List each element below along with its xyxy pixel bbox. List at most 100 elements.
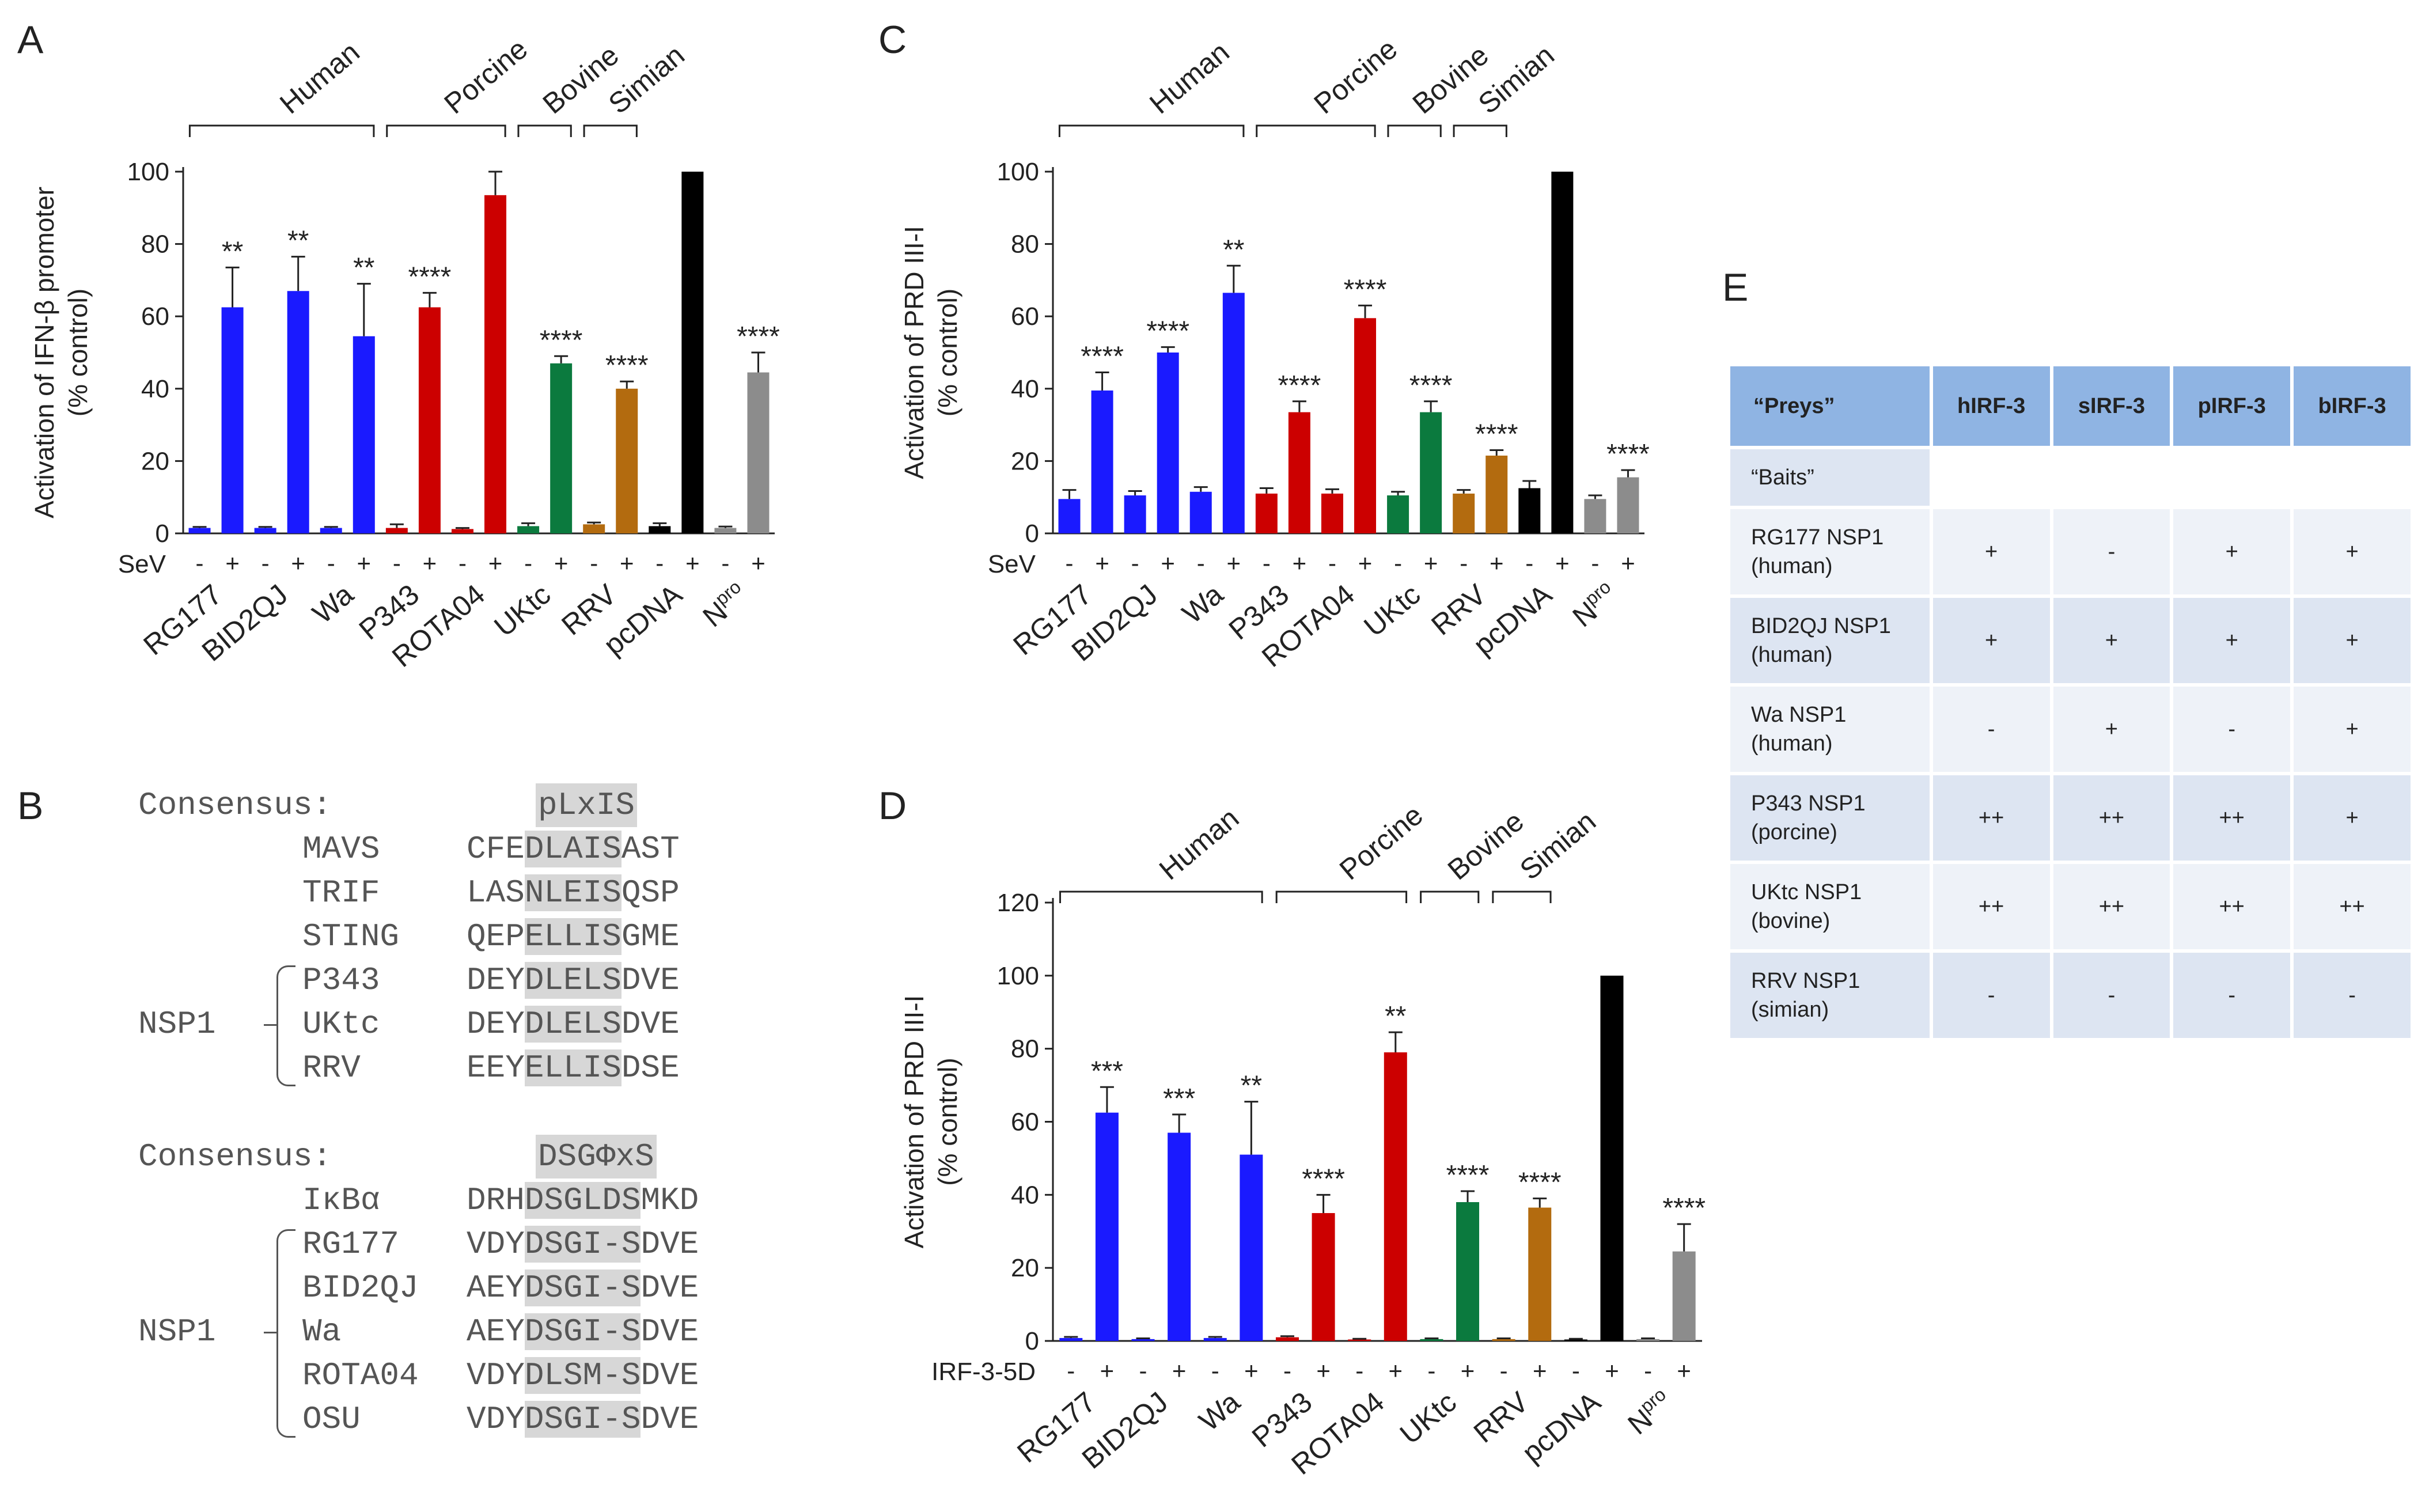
- treatment-label: IRF-3-5D: [931, 1358, 1036, 1386]
- sequence-motif: NLEIS: [524, 874, 621, 911]
- bar: [1222, 293, 1245, 533]
- panel-letter-e: E: [1722, 266, 1749, 309]
- treatment-label: SeV: [988, 550, 1036, 578]
- consensus-motif: pLxIS: [536, 783, 638, 827]
- significance-label: ***: [1091, 1056, 1123, 1086]
- bait-host: (human): [1751, 554, 1833, 578]
- treatment-sign: +: [620, 550, 634, 577]
- interaction-cell: +: [2173, 509, 2291, 594]
- bar: [1485, 455, 1508, 533]
- sequence-flank: LAS: [467, 874, 525, 911]
- category-label: Wa: [306, 578, 359, 630]
- bar: [550, 363, 573, 533]
- sequence-name: BID2QJ: [302, 1270, 419, 1306]
- bar: [714, 528, 737, 533]
- sequence-motif: DSGLDS: [524, 1182, 641, 1219]
- treatment-sign: +: [1100, 1357, 1115, 1384]
- sequence-flank: DVE: [641, 1226, 699, 1263]
- treatment-sign: +: [685, 550, 700, 577]
- group-label: Simian: [602, 39, 691, 120]
- interaction-cell: +: [1932, 509, 2050, 594]
- treatment-sign: +: [1172, 1357, 1187, 1384]
- table-row: BID2QJ NSP1 (human) + + + +: [1730, 598, 2411, 683]
- y-tick-label: 100: [997, 158, 1039, 186]
- bar: [1255, 493, 1278, 533]
- significance-label: ****: [1344, 274, 1387, 305]
- alignment-row: RRV EEYELLISDSE: [138, 1046, 801, 1090]
- sequence-text: CFEDLAISAST: [467, 827, 680, 871]
- treatment-sign: -: [1283, 1357, 1291, 1384]
- sequence-text: AEYDSGI-SDVE: [467, 1310, 699, 1354]
- bar: [1288, 412, 1310, 533]
- sequence-text: LASNLEISQSP: [467, 871, 680, 915]
- bar: [1157, 353, 1179, 533]
- bar: [1672, 1251, 1696, 1341]
- treatment-sign: -: [1427, 1357, 1435, 1384]
- significance-label: ****: [1475, 419, 1518, 450]
- sequence-motif: DSGI-S: [524, 1226, 641, 1263]
- sequence-text: EEYELLISDSE: [467, 1046, 680, 1090]
- treatment-sign: -: [1211, 1357, 1219, 1384]
- interaction-cell: +: [2294, 509, 2411, 594]
- bar: [1600, 975, 1624, 1341]
- bar: [221, 307, 244, 533]
- y-axis-label-line: (% control): [933, 1058, 962, 1185]
- consensus-motif: DSGΦxS: [536, 1135, 657, 1178]
- group-bracket: [188, 124, 375, 137]
- interaction-cell: +: [2294, 687, 2411, 772]
- bar: [649, 526, 671, 533]
- table-row: RRV NSP1 (simian) - - - -: [1730, 953, 2411, 1038]
- group-label: Porcine: [1308, 33, 1404, 120]
- significance-label: ****: [1662, 1193, 1706, 1223]
- sequence-motif: DSGI-S: [524, 1313, 641, 1350]
- sequence-name: P343: [302, 962, 380, 999]
- sequence-flank: DVE: [641, 1401, 699, 1438]
- sequence-flank: DRH: [467, 1182, 525, 1219]
- sequence-flank: DSE: [621, 1049, 680, 1086]
- sequence-flank: DVE: [621, 962, 680, 999]
- sequence-name: TRIF: [302, 874, 380, 911]
- interaction-cell: +: [2294, 598, 2411, 683]
- bait-name: BID2QJ NSP1: [1751, 614, 1891, 638]
- treatment-sign: -: [1131, 550, 1139, 577]
- treatment-sign: -: [1591, 550, 1599, 577]
- consensus-title: Consensus:: [138, 787, 332, 824]
- treatment-sign: +: [1293, 550, 1307, 577]
- consensus-title: Consensus:: [138, 1138, 332, 1175]
- sequence-motif: DLAIS: [524, 831, 621, 867]
- bait-cell: P343 NSP1 (porcine): [1730, 775, 1930, 861]
- table-header-row: “Preys” hIRF-3 sIRF-3 pIRF-3 bIRF-3: [1730, 366, 2411, 446]
- significance-label: **: [222, 236, 243, 267]
- treatment-sign: -: [196, 550, 204, 577]
- treatment-sign: +: [1227, 550, 1241, 577]
- sequence-motif: DLSM-S: [524, 1357, 641, 1394]
- category-label: Npro: [695, 576, 754, 633]
- sequence-motif: DSGI-S: [524, 1401, 641, 1438]
- sequence-flank: DVE: [641, 1313, 699, 1350]
- significance-label: ****: [540, 325, 583, 355]
- group-bracket: [386, 124, 506, 137]
- y-tick-label: 0: [156, 520, 169, 548]
- treatment-sign: +: [423, 550, 437, 577]
- alignment-row: Wa AEYDSGI-SDVE: [138, 1310, 801, 1354]
- treatment-sign: +: [1389, 1357, 1403, 1384]
- sequence-flank: DVE: [641, 1270, 699, 1306]
- interaction-cell: ++: [2294, 864, 2411, 949]
- nsp1-group-brace: [276, 1229, 295, 1438]
- category-label: Wa: [1193, 1385, 1246, 1437]
- treatment-sign: -: [1525, 550, 1533, 577]
- bar: [1275, 1337, 1299, 1341]
- sequence-text: VDYDSGI-SDVE: [467, 1222, 699, 1266]
- treatment-sign: -: [1460, 550, 1468, 577]
- y-tick-label: 60: [1011, 1108, 1039, 1136]
- bait-host: (human): [1751, 732, 1833, 756]
- treatment-sign: -: [655, 550, 664, 577]
- baits-label-row: “Baits”: [1730, 449, 2411, 506]
- group-label: Simian: [1472, 39, 1560, 120]
- interaction-cell: -: [1932, 953, 2050, 1038]
- treatment-sign: +: [1358, 550, 1373, 577]
- sequence-flank: DEY: [467, 1006, 525, 1043]
- bait-host: (human): [1751, 643, 1833, 667]
- interaction-cell: +: [2053, 687, 2170, 772]
- sequence-name: MAVS: [302, 831, 380, 867]
